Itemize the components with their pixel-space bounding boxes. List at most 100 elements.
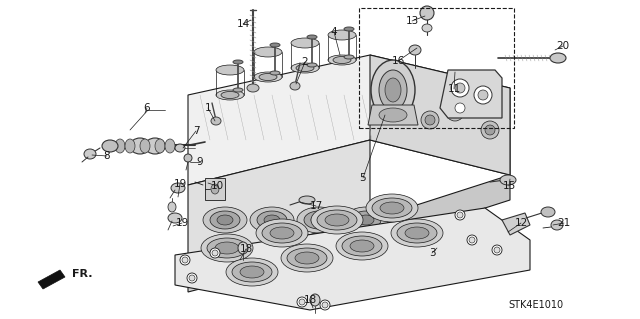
Ellipse shape — [254, 47, 282, 57]
Ellipse shape — [409, 45, 421, 55]
Ellipse shape — [478, 90, 488, 100]
Polygon shape — [188, 140, 370, 265]
Polygon shape — [175, 208, 530, 310]
Ellipse shape — [211, 184, 219, 194]
Ellipse shape — [240, 266, 264, 278]
Bar — [359, 8, 514, 128]
Ellipse shape — [358, 215, 374, 225]
Ellipse shape — [84, 149, 96, 159]
Ellipse shape — [307, 63, 317, 67]
Text: 7: 7 — [193, 126, 199, 136]
Ellipse shape — [379, 108, 407, 122]
Ellipse shape — [212, 250, 218, 256]
Ellipse shape — [475, 98, 485, 108]
Ellipse shape — [322, 302, 328, 308]
Ellipse shape — [450, 107, 460, 117]
Text: 4: 4 — [331, 27, 337, 37]
Text: 19: 19 — [173, 179, 187, 189]
Polygon shape — [188, 55, 510, 185]
Ellipse shape — [299, 196, 315, 204]
Ellipse shape — [295, 252, 319, 264]
Ellipse shape — [311, 215, 327, 225]
Ellipse shape — [325, 214, 349, 226]
Ellipse shape — [130, 138, 150, 154]
Ellipse shape — [291, 38, 319, 48]
Ellipse shape — [455, 83, 465, 93]
Ellipse shape — [551, 220, 563, 230]
Ellipse shape — [422, 24, 432, 32]
Ellipse shape — [140, 139, 150, 153]
Ellipse shape — [291, 63, 319, 73]
Polygon shape — [38, 270, 65, 289]
Ellipse shape — [210, 211, 240, 229]
Ellipse shape — [247, 84, 259, 92]
Ellipse shape — [296, 64, 314, 71]
Ellipse shape — [328, 30, 356, 40]
Ellipse shape — [307, 35, 317, 39]
Ellipse shape — [311, 206, 363, 234]
Ellipse shape — [256, 219, 308, 247]
Ellipse shape — [270, 43, 280, 47]
Ellipse shape — [171, 183, 185, 193]
Ellipse shape — [494, 247, 500, 253]
Text: 18: 18 — [239, 244, 253, 254]
Ellipse shape — [317, 210, 357, 230]
Text: 3: 3 — [429, 248, 435, 258]
Text: 1: 1 — [205, 103, 211, 113]
Ellipse shape — [372, 198, 412, 218]
Ellipse shape — [290, 82, 300, 90]
Polygon shape — [440, 70, 502, 118]
Ellipse shape — [336, 232, 388, 260]
Ellipse shape — [264, 215, 280, 225]
Ellipse shape — [233, 88, 243, 92]
Text: 17: 17 — [309, 201, 323, 211]
Ellipse shape — [184, 154, 192, 162]
Ellipse shape — [397, 223, 437, 243]
Ellipse shape — [455, 103, 465, 113]
Ellipse shape — [485, 125, 495, 135]
Ellipse shape — [469, 237, 475, 243]
Text: FR.: FR. — [72, 269, 93, 279]
Ellipse shape — [351, 211, 381, 229]
Ellipse shape — [155, 139, 165, 153]
Ellipse shape — [344, 27, 354, 31]
Ellipse shape — [187, 273, 197, 283]
Text: 5: 5 — [360, 173, 366, 183]
Ellipse shape — [115, 139, 125, 153]
Text: 18: 18 — [303, 295, 317, 305]
Ellipse shape — [541, 207, 555, 217]
Ellipse shape — [299, 299, 305, 305]
Ellipse shape — [233, 60, 243, 64]
Ellipse shape — [344, 207, 388, 233]
Ellipse shape — [420, 6, 434, 20]
Polygon shape — [370, 55, 510, 175]
Text: 13: 13 — [405, 16, 419, 26]
Polygon shape — [188, 220, 370, 292]
Ellipse shape — [168, 202, 176, 212]
Ellipse shape — [500, 175, 516, 185]
Text: 19: 19 — [175, 218, 189, 228]
Ellipse shape — [238, 242, 248, 254]
Text: 10: 10 — [211, 181, 223, 191]
Ellipse shape — [385, 78, 401, 102]
Ellipse shape — [221, 92, 239, 99]
Ellipse shape — [232, 262, 272, 282]
Ellipse shape — [257, 211, 287, 229]
Text: 15: 15 — [502, 181, 516, 191]
Ellipse shape — [366, 194, 418, 222]
Ellipse shape — [262, 223, 302, 243]
Text: 20: 20 — [556, 41, 570, 51]
Ellipse shape — [297, 207, 341, 233]
Text: 8: 8 — [104, 151, 110, 161]
Polygon shape — [368, 105, 418, 125]
Ellipse shape — [287, 248, 327, 268]
Text: 14: 14 — [236, 19, 250, 29]
Ellipse shape — [421, 111, 439, 129]
Ellipse shape — [328, 55, 356, 65]
Ellipse shape — [391, 219, 443, 247]
Ellipse shape — [297, 297, 307, 307]
Ellipse shape — [211, 117, 221, 125]
Ellipse shape — [182, 257, 188, 263]
Ellipse shape — [217, 215, 233, 225]
Ellipse shape — [320, 300, 330, 310]
